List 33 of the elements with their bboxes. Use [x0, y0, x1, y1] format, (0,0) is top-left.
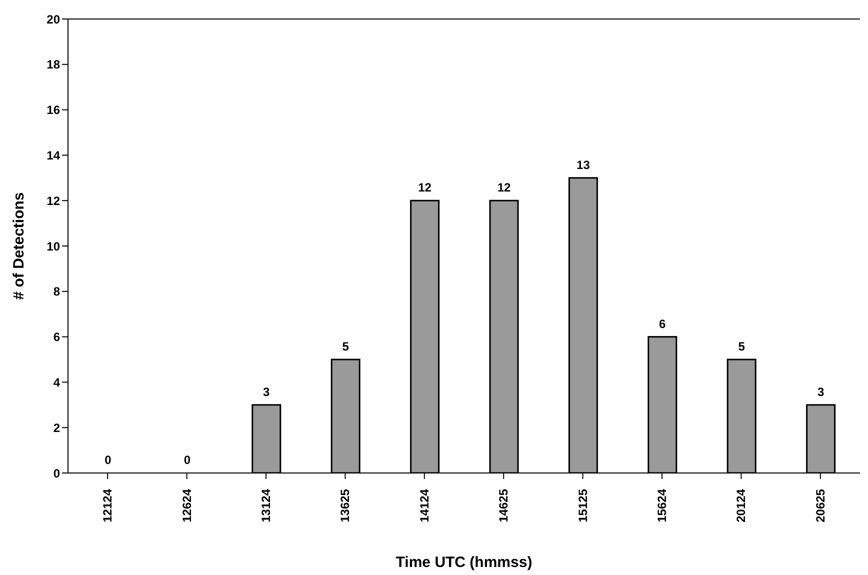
data-label: 3: [263, 384, 270, 399]
y-tick-label: 6: [53, 330, 60, 344]
data-label: 13: [576, 158, 590, 172]
y-tick-label: 12: [46, 194, 60, 208]
data-label: 12: [418, 180, 432, 195]
y-tick-label: 14: [46, 148, 60, 162]
x-tick-label: 20124: [734, 488, 748, 522]
x-tick-label: 15125: [576, 488, 590, 522]
data-label: 5: [738, 340, 746, 354]
x-tick-label: 12624: [180, 488, 194, 522]
y-tick-label: 20: [46, 12, 60, 26]
y-tick-label: 2: [53, 420, 60, 435]
x-tick-label: 15624: [655, 488, 669, 522]
y-tick-label: 0: [53, 466, 60, 480]
y-axis-title: # of Detections: [10, 192, 28, 300]
y-tick-label: 4: [53, 375, 60, 390]
x-tick-label: 12124: [100, 488, 115, 522]
data-label: 3: [817, 384, 824, 399]
x-tick-label: 13124: [259, 488, 273, 522]
x-tick-label: 14625: [496, 488, 511, 522]
data-label: 0: [104, 453, 112, 467]
x-tick-label: 20625: [813, 488, 828, 522]
data-label: 5: [342, 340, 350, 354]
y-tick-label: 8: [53, 284, 60, 299]
y-tick-label: 16: [46, 103, 60, 118]
x-axis-title: Time UTC (hmmss): [396, 554, 532, 571]
data-label: 6: [659, 316, 666, 331]
data-label: 0: [184, 453, 191, 467]
y-tick-label: 18: [46, 58, 60, 72]
x-tick-label: 13625: [338, 488, 352, 522]
x-tick-label: 14124: [417, 488, 432, 522]
y-tick-label: 10: [46, 239, 60, 254]
data-label: 12: [497, 180, 511, 195]
